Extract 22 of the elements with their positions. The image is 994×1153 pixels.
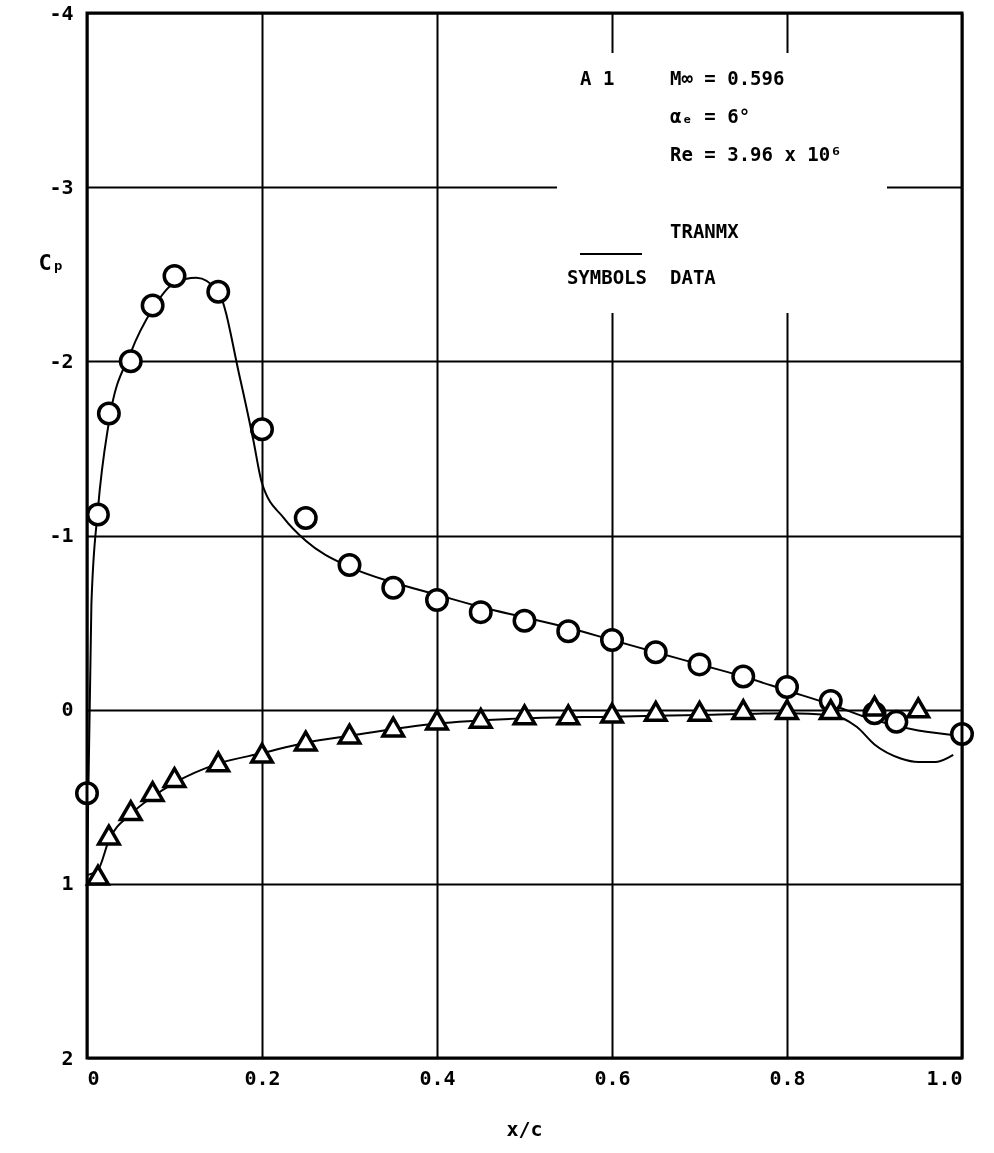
x-axis-title: x/c <box>506 1117 543 1141</box>
x-tick-label: 0 <box>87 1065 100 1090</box>
annotation: Re = 3.96 x 10⁶ <box>670 143 842 165</box>
annotation: M∞ = 0.596 <box>670 67 785 89</box>
y-tick-label: 2 <box>61 1045 74 1070</box>
y-tick-label: -4 <box>49 0 74 25</box>
annotation: TRANMX <box>670 220 740 242</box>
y-tick-label: -1 <box>49 523 74 547</box>
annotation: SYMBOLS <box>566 266 647 288</box>
y-tick-label: 0 <box>61 697 74 722</box>
x-tick-label: 0.8 <box>769 1065 806 1090</box>
annotation: A 1 <box>580 67 615 89</box>
y-axis-title: Cₚ <box>38 250 65 275</box>
y-tick-label: -2 <box>49 348 74 373</box>
x-tick-label: 0.6 <box>594 1065 631 1090</box>
annotation: αₑ = 6° <box>670 105 751 127</box>
y-tick-label: 1 <box>61 871 74 896</box>
y-tick-label: -3 <box>49 174 74 199</box>
x-tick-label: 0.2 <box>244 1065 281 1090</box>
x-tick-label: 0.4 <box>419 1065 456 1090</box>
x-tick-label: 1.0 <box>926 1065 963 1090</box>
annotation: DATA <box>670 266 717 288</box>
